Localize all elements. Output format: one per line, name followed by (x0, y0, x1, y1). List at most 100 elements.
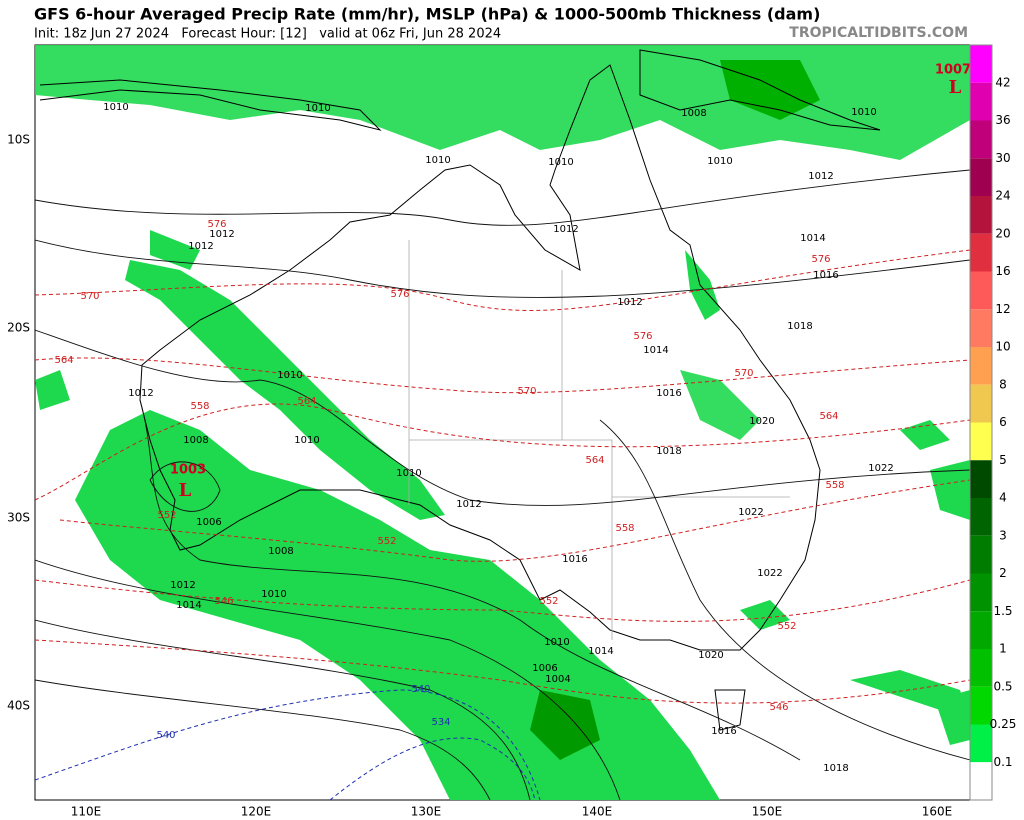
lon-axis: 110E 120E 130E 140E 150E 160E (71, 805, 953, 819)
colorbar-label: 24 (995, 189, 1010, 203)
colorbar: 42 36 30 24 20 16 12 10 8 6 5 4 3 2 1.5 1 0.5 0.25 0.1 (969, 44, 1016, 801)
colorbar-frame (969, 44, 993, 801)
colorbar-label: 42 (995, 75, 1010, 89)
colorbar-label: 12 (995, 302, 1010, 316)
lat-label: 40S (7, 699, 30, 713)
isobar-label: 1014 (588, 646, 613, 657)
isobar-label: 1022 (738, 507, 763, 518)
colorbar-label: 8 (999, 377, 1007, 391)
thickness-label: 576 (633, 331, 652, 342)
thickness-label: 558 (825, 480, 844, 491)
source: TROPICALTIDBITS.COM (789, 25, 968, 41)
thickness-label: 558 (190, 401, 209, 412)
cold-thickness-labels: 540 534 540 (156, 684, 450, 741)
isobar-label: 1012 (128, 388, 153, 399)
colorbar-label: 1.5 (993, 604, 1012, 618)
colorbar-swatch (970, 271, 992, 310)
title: GFS 6-hour Averaged Precip Rate (mm/hr),… (34, 5, 820, 24)
isobar-label: 1006 (532, 663, 557, 674)
isobar-label: 1004 (545, 674, 570, 685)
colorbar-label: 2 (999, 566, 1007, 580)
thickness-label: 576 (811, 254, 830, 265)
isobar-label: 1014 (800, 233, 825, 244)
colorbar-label: 10 (995, 340, 1010, 354)
isobar-label: 1010 (261, 589, 286, 600)
thickness-labels: 576 570 576 576 576 564 570 570 558 564 … (54, 219, 844, 713)
isobar-label: 1012 (209, 229, 234, 240)
isobar-label: 1010 (277, 370, 302, 381)
colorbar-label: 0.1 (993, 755, 1012, 769)
lon-label: 140E (582, 805, 613, 819)
colorbar-swatch (970, 158, 992, 196)
colorbar-swatch (970, 309, 992, 347)
thickness-label: 552 (377, 536, 396, 547)
map: 1010 1010 1008 1010 1010 1010 1010 1012 … (7, 44, 971, 819)
colorbar-swatch (970, 45, 992, 83)
isobar-label: 1022 (868, 463, 893, 474)
isobar-label: 1018 (823, 763, 848, 774)
isobar-label: 1022 (757, 568, 782, 579)
isobar-label: 1006 (196, 517, 221, 528)
colorbar-label: 3 (999, 528, 1007, 542)
thickness-label: 552 (539, 596, 558, 607)
thickness-label: 570 (734, 368, 753, 379)
thickness-label: 564 (297, 396, 316, 407)
isobar-label: 1010 (305, 103, 330, 114)
thickness-label: 570 (517, 386, 536, 397)
colorbar-swatch (970, 233, 992, 272)
colorbar-swatch (970, 384, 992, 423)
state-borders (408, 240, 790, 640)
lon-label: 110E (71, 805, 102, 819)
colorbar-swatch (970, 649, 992, 687)
colorbar-label: 5 (999, 453, 1007, 467)
lon-label: 160E (922, 805, 953, 819)
cold-thickness-lines (35, 689, 541, 800)
coastlines (39, 49, 881, 731)
lon-label: 130E (411, 805, 442, 819)
thickness-label: 564 (819, 411, 838, 422)
isobar-label: 1010 (544, 637, 569, 648)
isobar-labels: 1010 1010 1008 1010 1010 1010 1010 1012 … (103, 102, 893, 774)
colorbar-label: 16 (995, 264, 1010, 278)
isobar-label: 1010 (103, 102, 128, 113)
thickness-label: 564 (54, 355, 73, 366)
isobar-label: 1010 (425, 155, 450, 166)
isobar-label: 1018 (787, 321, 812, 332)
colorbar-swatch (970, 196, 992, 234)
colorbar-swatch (970, 120, 992, 159)
thickness-label: 576 (390, 289, 409, 300)
colorbar-swatch (970, 460, 992, 498)
precip (35, 45, 970, 800)
isobar-label: 1016 (562, 554, 587, 565)
thickness-label: 552 (157, 510, 176, 521)
low-marker: L (179, 480, 192, 501)
lat-label: 20S (7, 321, 30, 335)
isobar-label: 1010 (851, 107, 876, 118)
isobar-label: 1010 (707, 156, 732, 167)
isobar-label: 1010 (294, 435, 319, 446)
isobar-label: 1016 (813, 270, 838, 281)
low-pressure: 1007 (935, 63, 971, 78)
isobar-label: 1020 (698, 650, 723, 661)
lat-label: 30S (7, 511, 30, 525)
thickness-label: 576 (207, 219, 226, 230)
subtitle: Init: 18z Jun 27 2024 Forecast Hour: [12… (34, 27, 501, 42)
colorbar-swatch (970, 347, 992, 385)
isobar-label: 1012 (808, 171, 833, 182)
isobar-label: 1012 (617, 297, 642, 308)
colorbar-swatch (970, 422, 992, 461)
thickness-label: 564 (585, 455, 604, 466)
isobar-label: 1014 (643, 345, 668, 356)
isobar-label: 1012 (456, 499, 481, 510)
isobar-label: 1016 (656, 388, 681, 399)
lon-label: 150E (752, 805, 783, 819)
lat-axis: 10S 20S 30S 40S (7, 133, 30, 713)
isobar-label: 1008 (183, 435, 208, 446)
isobar-label: 1008 (268, 546, 293, 557)
colorbar-label: 30 (995, 151, 1010, 165)
lat-label: 10S (7, 133, 30, 147)
thickness-label: 570 (80, 291, 99, 302)
isobar-label: 1008 (681, 108, 706, 119)
colorbar-swatch (970, 573, 992, 612)
